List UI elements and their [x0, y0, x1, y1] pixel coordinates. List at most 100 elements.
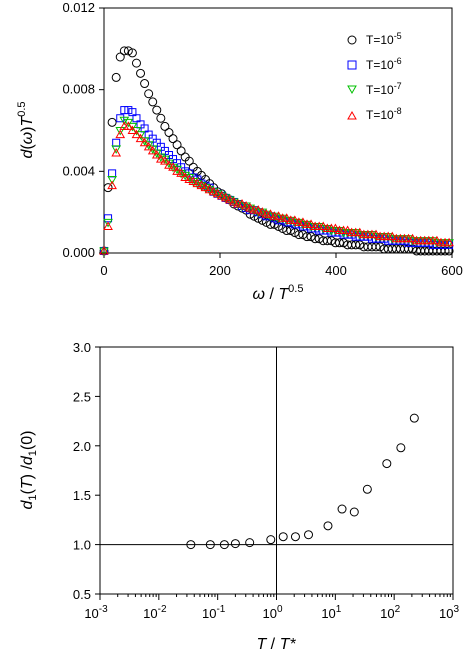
- data-point: [318, 221, 329, 230]
- data-point: [241, 201, 251, 210]
- data-point: [212, 188, 223, 198]
- data-point: [304, 530, 314, 540]
- data-point: [339, 238, 349, 248]
- data-point: [289, 215, 300, 224]
- data-point: [409, 413, 419, 423]
- top-y-tick-label: 0.012: [62, 0, 95, 15]
- legend-marker-square: [347, 60, 357, 70]
- data-point: [273, 211, 284, 220]
- data-point: [404, 244, 413, 254]
- data-point: [185, 169, 194, 178]
- data-point: [290, 532, 300, 542]
- data-point: [160, 156, 170, 165]
- data-point: [330, 223, 341, 232]
- data-point: [143, 141, 154, 151]
- data-point: [128, 108, 137, 117]
- data-point: [253, 205, 264, 214]
- legend-marker-circle: [347, 35, 357, 45]
- data-point: [294, 230, 304, 240]
- data-point: [108, 169, 117, 178]
- data-point: [180, 172, 191, 181]
- data-point: [111, 147, 122, 157]
- top-x-tick-label: 600: [441, 263, 463, 278]
- bottom-x-axis-label: T / T*: [256, 636, 296, 653]
- data-point: [112, 138, 121, 147]
- data-point: [278, 224, 288, 233]
- data-point: [104, 214, 113, 223]
- top-y-tick-label: 0.008: [62, 82, 95, 97]
- bottom-x-ticks: 10-3 10-2 10-1 100 101 102 103: [84, 594, 459, 621]
- data-point: [127, 125, 138, 134]
- data-point: [382, 459, 392, 469]
- data-point: [230, 539, 240, 549]
- data-point: [407, 233, 418, 243]
- data-point: [107, 180, 117, 190]
- data-point: [334, 238, 344, 248]
- top-y-axis-label: d(ω)T0.5: [16, 101, 36, 158]
- data-point: [196, 180, 207, 190]
- data-point: [371, 229, 381, 239]
- bottom-y-axis-label: d1(T) /d1(0): [19, 431, 39, 510]
- data-point: [290, 228, 300, 238]
- data-point: [176, 168, 187, 177]
- top-plot-frame: [103, 7, 453, 254]
- top-chart: 0.000 0.004 0.008 0.012 0 200 400 600 d(ω)T0.5…: [16, 0, 463, 303]
- data-point: [432, 235, 442, 245]
- data-point: [119, 46, 129, 56]
- data-point: [147, 145, 158, 155]
- top-y-tick-label: 0.000: [62, 245, 95, 260]
- data-point: [103, 221, 113, 230]
- bottom-data-points: [186, 413, 419, 550]
- data-point: [176, 146, 186, 156]
- top-x-tick-label: 400: [325, 263, 347, 278]
- bottom-y-ticks: 0.5 1.0 1.5 2.0 2.5 3.0: [73, 340, 100, 602]
- data-point: [152, 138, 161, 147]
- data-point: [160, 121, 170, 131]
- data-point: [131, 129, 142, 139]
- data-point: [281, 213, 292, 222]
- data-point: [298, 217, 308, 226]
- bottom-y-tick-label: 2.0: [73, 439, 91, 454]
- data-point: [349, 507, 359, 517]
- legend-entry-2: T=10-6: [347, 56, 402, 72]
- data-point: [155, 154, 166, 163]
- data-point: [200, 182, 211, 192]
- top-x-axis-label: ω / T0.5: [253, 283, 304, 303]
- data-point: [160, 146, 169, 155]
- data-point: [172, 166, 182, 175]
- legend-label-2: T=10-6: [366, 56, 402, 72]
- data-point: [220, 192, 231, 202]
- top-x-tick-label: 200: [209, 263, 231, 278]
- top-legend: T=10-5 T=10-6 T=10-7 T=10-8: [347, 31, 402, 122]
- bottom-x-tick-label: 101: [321, 604, 341, 621]
- data-point: [140, 79, 150, 89]
- data-point: [144, 89, 154, 99]
- data-point: [103, 183, 113, 193]
- data-point: [205, 540, 215, 550]
- top-y-tick-label: 0.004: [62, 163, 95, 178]
- data-point: [168, 162, 178, 171]
- bottom-y-tick-label: 0.5: [73, 587, 91, 602]
- data-point: [362, 484, 372, 494]
- data-point: [351, 240, 361, 250]
- data-point: [302, 232, 312, 242]
- data-point: [148, 97, 158, 107]
- bottom-x-tick-label: 102: [380, 604, 400, 621]
- data-point: [229, 196, 239, 206]
- bottom-y-tick-label: 1.0: [73, 538, 91, 553]
- top-x-tick-label: 0: [100, 263, 107, 278]
- bottom-x-tick-label: 10-2: [143, 604, 167, 621]
- data-point: [216, 190, 227, 200]
- data-point: [103, 218, 113, 228]
- data-point: [396, 443, 406, 453]
- data-point: [152, 105, 162, 115]
- data-point: [120, 106, 129, 115]
- data-point: [119, 116, 130, 126]
- top-series-2: [100, 106, 454, 255]
- legend-label-3: T=10-7: [366, 81, 402, 97]
- data-point: [123, 118, 134, 128]
- data-point: [107, 176, 117, 185]
- data-point: [314, 234, 324, 244]
- data-point: [172, 140, 182, 150]
